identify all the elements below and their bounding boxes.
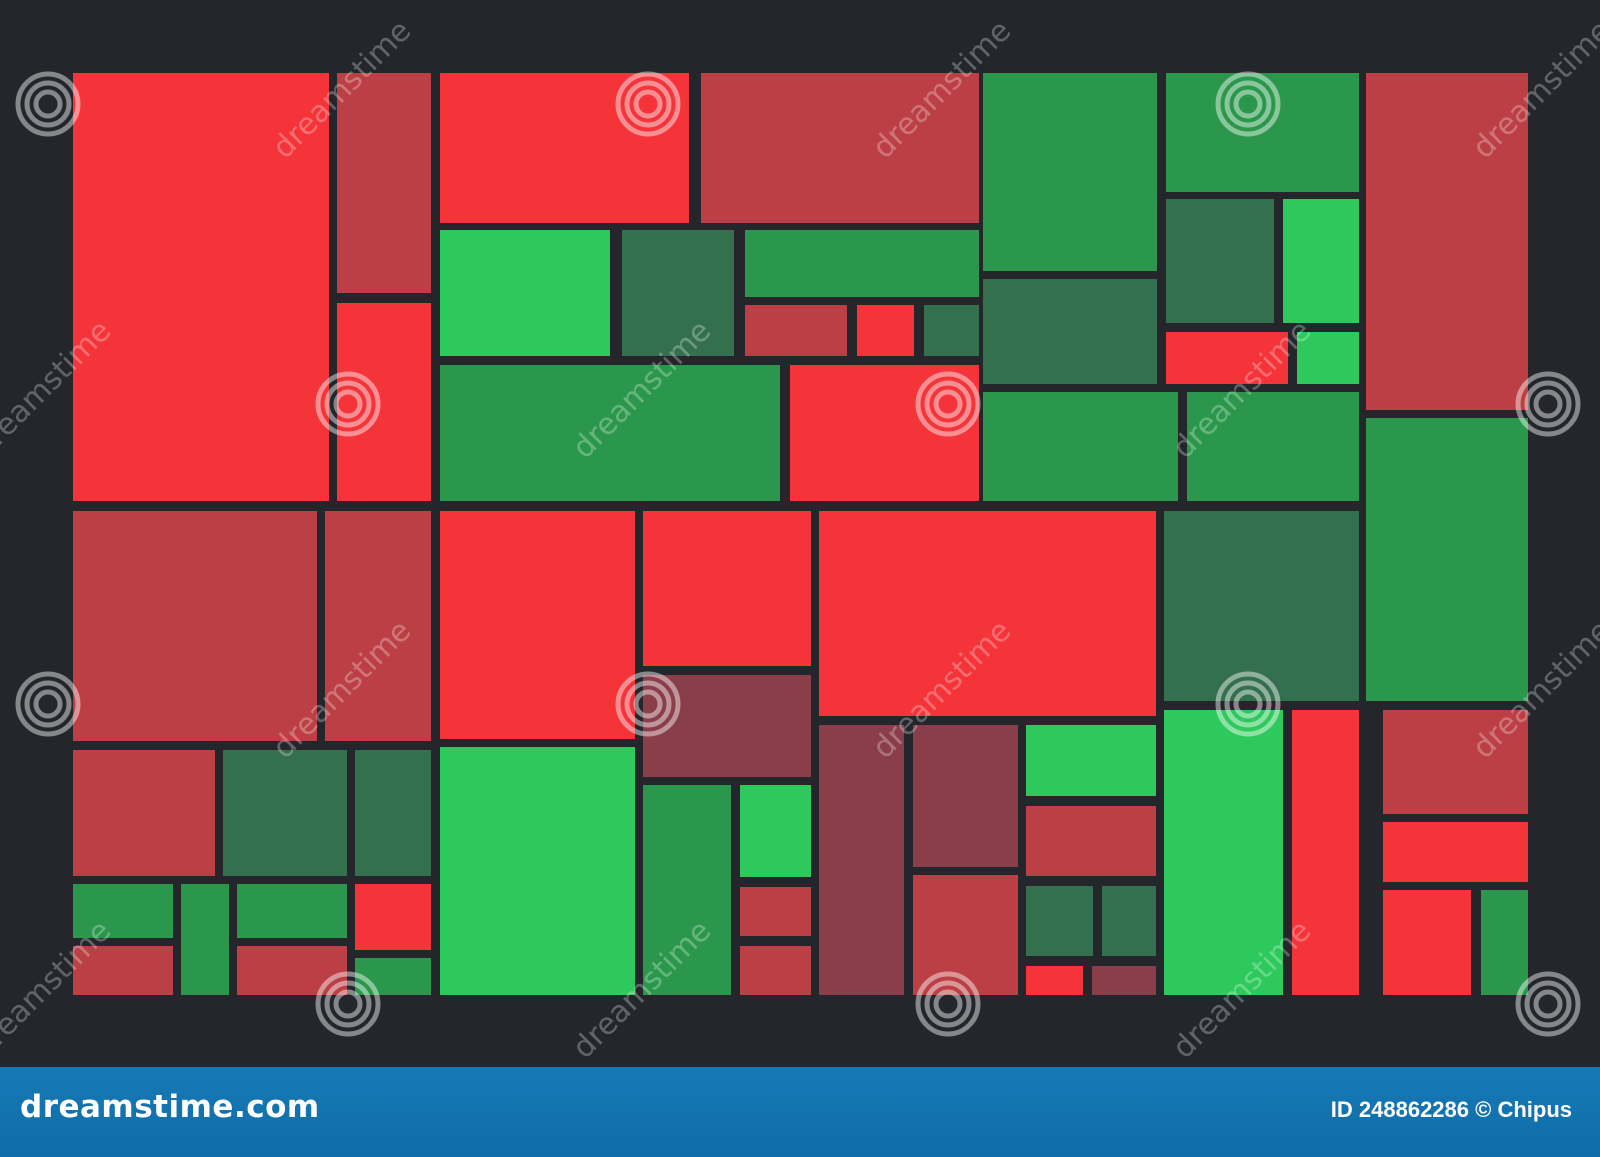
treemap-tile-56 xyxy=(1164,710,1283,995)
treemap-tile-42 xyxy=(1026,966,1083,995)
treemap-tile-47 xyxy=(983,279,1157,384)
treemap-tile-39 xyxy=(1026,806,1156,876)
treemap-tile-35 xyxy=(819,725,904,995)
treemap-tile-16 xyxy=(440,73,689,223)
treemap-tile-46 xyxy=(1366,73,1528,410)
treemap-tile-43 xyxy=(1092,966,1156,995)
treemap-tile-14 xyxy=(355,884,431,950)
treemap-tile-27 xyxy=(643,511,811,666)
treemap-tile-53 xyxy=(1187,392,1359,501)
treemap-tile-51 xyxy=(1297,332,1359,384)
treemap-stage: dreamstime dreamstime dreamstime dreamstime… xyxy=(0,13,1600,1065)
treemap-tile-34 xyxy=(740,946,811,995)
treemap-tile-41 xyxy=(1102,886,1156,956)
watermark-swirl-icon xyxy=(1215,71,1281,137)
footer-bar: dreamstime.com ID 248862286 © Chipus xyxy=(0,1067,1600,1157)
treemap-tile-32 xyxy=(740,785,811,877)
treemap-tile-57 xyxy=(1292,710,1359,995)
treemap-tile-13 xyxy=(237,946,347,995)
watermark-swirl-icon xyxy=(1515,971,1581,1037)
treemap-tile-19 xyxy=(622,230,734,356)
treemap-tile-25 xyxy=(790,365,979,501)
footer-logo[interactable]: dreamstime.com xyxy=(20,1089,320,1125)
treemap-tile-11 xyxy=(181,884,229,995)
watermark-swirl-icon xyxy=(315,971,381,1037)
treemap-tile-17 xyxy=(701,73,979,223)
treemap-tile-33 xyxy=(740,887,811,936)
treemap-tile-29 xyxy=(643,675,811,777)
treemap-tile-60 xyxy=(1383,890,1471,995)
treemap-tile-36 xyxy=(913,725,1018,867)
watermark-swirl-icon xyxy=(615,671,681,737)
treemap-tile-2 xyxy=(337,73,431,293)
treemap-tile-3 xyxy=(337,303,431,501)
treemap-tile-55 xyxy=(1366,418,1528,701)
treemap-tile-21 xyxy=(745,305,847,356)
treemap-tile-37 xyxy=(913,875,1018,995)
treemap-tile-50 xyxy=(1166,332,1288,384)
watermark-swirl-icon xyxy=(15,671,81,737)
treemap-tile-26 xyxy=(440,511,635,739)
treemap-tile-58 xyxy=(1383,710,1528,814)
treemap-tile-10 xyxy=(73,946,173,995)
treemap-tile-38 xyxy=(1026,725,1156,796)
treemap-tile-22 xyxy=(857,305,914,356)
treemap-tile-52 xyxy=(983,392,1178,501)
treemap-tile-12 xyxy=(237,884,347,938)
treemap-tile-61 xyxy=(1481,890,1528,995)
treemap-tile-15 xyxy=(355,958,431,995)
treemap-tile-54 xyxy=(1164,511,1359,701)
watermark-swirl-icon xyxy=(315,371,381,437)
treemap-tile-31 xyxy=(643,785,731,995)
watermark-swirl-icon xyxy=(1215,671,1281,737)
treemap-tile-1 xyxy=(73,73,329,501)
watermark-swirl-icon xyxy=(1515,371,1581,437)
watermark-swirl-icon xyxy=(615,71,681,137)
treemap-tile-49 xyxy=(1283,199,1359,323)
treemap-tile-9 xyxy=(73,884,173,938)
treemap-tile-24 xyxy=(440,365,780,501)
treemap-tile-5 xyxy=(325,511,431,741)
treemap-chart: dreamstime dreamstime dreamstimedreamstime… xyxy=(0,13,1600,1065)
treemap-tile-44 xyxy=(983,73,1157,271)
treemap-tile-30 xyxy=(440,747,635,995)
footer-credit: ID 248862286 © Chipus xyxy=(1330,1097,1572,1122)
treemap-tile-40 xyxy=(1026,886,1093,956)
treemap-tile-4 xyxy=(73,511,317,741)
watermark-swirl-icon xyxy=(915,971,981,1037)
watermark-swirl-icon xyxy=(15,71,81,137)
treemap-tile-23 xyxy=(924,305,979,356)
treemap-tile-28 xyxy=(819,511,1156,716)
treemap-tile-59 xyxy=(1383,822,1528,882)
treemap-tile-8 xyxy=(355,750,431,876)
treemap-tile-48 xyxy=(1166,199,1274,323)
treemap-tile-45 xyxy=(1166,73,1359,192)
treemap-tile-20 xyxy=(745,230,979,297)
treemap-tile-7 xyxy=(223,750,347,876)
treemap-tile-6 xyxy=(73,750,215,876)
watermark-swirl-icon xyxy=(915,371,981,437)
treemap-tile-18 xyxy=(440,230,610,356)
